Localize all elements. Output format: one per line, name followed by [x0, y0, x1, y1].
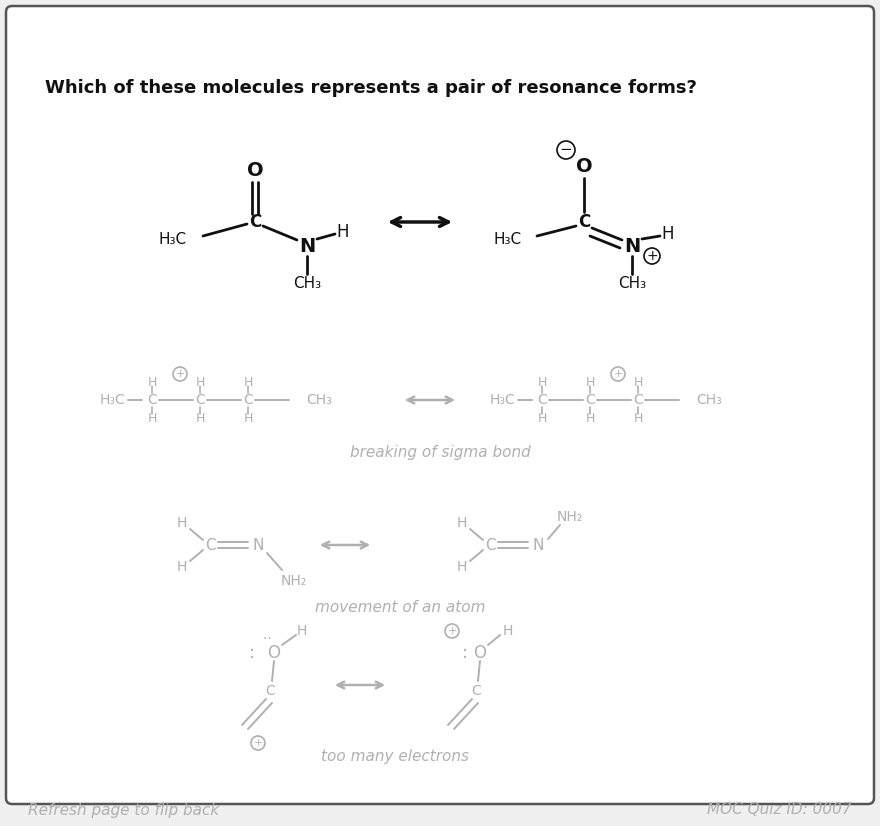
Text: H: H	[195, 376, 205, 388]
Text: H: H	[243, 411, 253, 425]
Text: C: C	[471, 684, 480, 698]
Text: H: H	[457, 516, 467, 530]
Text: H: H	[662, 225, 674, 243]
Text: breaking of sigma bond: breaking of sigma bond	[349, 444, 531, 459]
Text: ··: ··	[263, 632, 276, 646]
Text: H: H	[457, 560, 467, 574]
Text: H₃C: H₃C	[490, 393, 516, 407]
Text: O: O	[473, 644, 487, 662]
Text: +: +	[646, 249, 658, 263]
Text: NH₂: NH₂	[281, 574, 307, 588]
Text: C: C	[578, 213, 590, 231]
Text: +: +	[253, 738, 263, 748]
Text: H: H	[538, 411, 546, 425]
Text: NH₂: NH₂	[557, 510, 583, 524]
Text: C: C	[205, 538, 216, 553]
Text: +: +	[175, 369, 185, 379]
Text: C: C	[485, 538, 495, 553]
Text: movement of an atom: movement of an atom	[315, 600, 485, 615]
Text: H: H	[502, 624, 513, 638]
Text: C: C	[195, 393, 205, 407]
Text: H: H	[195, 411, 205, 425]
Text: H: H	[177, 560, 187, 574]
Text: H: H	[147, 411, 157, 425]
Text: H: H	[634, 411, 642, 425]
Text: C: C	[265, 684, 275, 698]
Text: :: :	[249, 644, 255, 662]
Text: C: C	[147, 393, 157, 407]
Text: H: H	[147, 376, 157, 388]
Text: N: N	[299, 236, 315, 255]
Text: +: +	[447, 626, 457, 636]
Text: C: C	[537, 393, 546, 407]
Text: :: :	[462, 644, 468, 662]
Text: C: C	[633, 393, 643, 407]
Text: N: N	[532, 538, 544, 553]
Text: Which of these molecules represents a pair of resonance forms?: Which of these molecules represents a pa…	[45, 79, 697, 97]
Text: H₃C: H₃C	[159, 232, 187, 248]
Text: CH₃: CH₃	[696, 393, 722, 407]
Text: H: H	[243, 376, 253, 388]
Text: H: H	[337, 223, 349, 241]
Text: O: O	[246, 160, 263, 179]
Text: H: H	[634, 376, 642, 388]
Text: CH₃: CH₃	[306, 393, 332, 407]
FancyBboxPatch shape	[6, 6, 874, 804]
Text: O: O	[576, 156, 592, 175]
Text: N: N	[624, 236, 640, 255]
Text: CH₃: CH₃	[618, 277, 646, 292]
Text: −: −	[560, 143, 572, 158]
Text: C: C	[585, 393, 595, 407]
Text: H: H	[297, 624, 307, 638]
Text: H₃C: H₃C	[100, 393, 126, 407]
Text: H₃C: H₃C	[494, 232, 522, 248]
Text: +: +	[613, 369, 623, 379]
Text: MOC Quiz ID: 0007: MOC Quiz ID: 0007	[708, 803, 852, 818]
Text: O: O	[268, 644, 281, 662]
Text: H: H	[177, 516, 187, 530]
Text: too many electrons: too many electrons	[321, 749, 469, 765]
Text: H: H	[585, 376, 595, 388]
Text: Refresh page to flip back: Refresh page to flip back	[28, 803, 219, 818]
Text: H: H	[585, 411, 595, 425]
Text: N: N	[253, 538, 264, 553]
Text: H: H	[538, 376, 546, 388]
Text: CH₃: CH₃	[293, 277, 321, 292]
Text: C: C	[249, 213, 261, 231]
Text: C: C	[243, 393, 253, 407]
